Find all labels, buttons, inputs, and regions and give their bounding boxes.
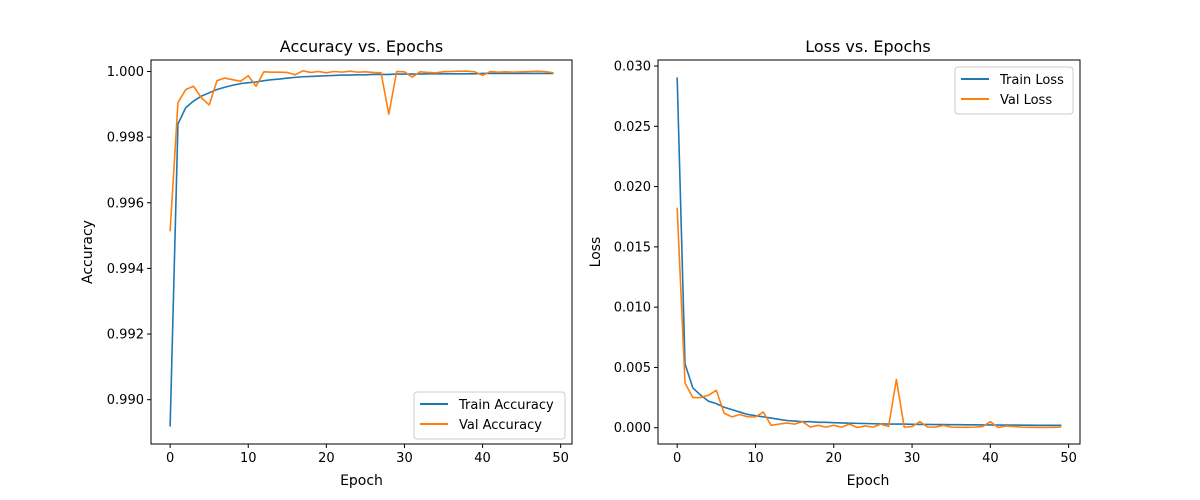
loss-y-tick-label: 0.025 xyxy=(614,120,651,135)
series-line-val-loss xyxy=(676,207,1062,429)
accuracy-legend-box xyxy=(413,391,566,440)
accuracy-y-tick-label: 0.990 xyxy=(107,393,144,408)
series-line-train-accuracy xyxy=(169,72,554,427)
loss-y-tick-label: 0.005 xyxy=(614,361,651,376)
legend-val-loss-label: Val Loss xyxy=(1000,93,1052,108)
loss-x-tick-label: 20 xyxy=(825,451,842,466)
accuracy-y-axis: 0.990 0.992 0.994 0.996 0.998 1.000 xyxy=(107,65,151,408)
loss-x-tick-label: 40 xyxy=(982,451,999,466)
accuracy-x-tick-label: 40 xyxy=(474,451,491,466)
accuracy-y-tick-label: 0.994 xyxy=(107,262,144,277)
legend-train-loss-label: Train Loss xyxy=(999,73,1064,88)
loss-legend: Train Loss Val Loss xyxy=(954,66,1074,115)
accuracy-y-tick-label: 0.996 xyxy=(107,196,144,211)
accuracy-y-tick-label: 0.998 xyxy=(107,131,144,146)
accuracy-legend: Train Accuracy Val Accuracy xyxy=(413,391,566,440)
accuracy-chart-frame xyxy=(150,59,573,445)
accuracy-chart-title: Accuracy vs. Epochs xyxy=(280,37,443,56)
accuracy-chart: Accuracy vs. Epochs 0 10 20 30 40 50 0.9900.9… xyxy=(80,37,573,489)
accuracy-x-axis: 0 10 20 30 40 50 xyxy=(166,444,569,466)
accuracy-x-axis-label: Epoch xyxy=(340,473,383,489)
legend-val-accuracy-label: Val Accuracy xyxy=(459,418,542,433)
loss-x-axis-label: Epoch xyxy=(847,473,890,489)
loss-x-tick-label: 10 xyxy=(747,451,764,466)
loss-y-tick-label: 0.020 xyxy=(614,180,651,195)
loss-y-tick-label: 0.030 xyxy=(614,60,651,75)
loss-chart: Loss vs. Epochs 0 10 20 30 40 50 0.0000.0050.… xyxy=(588,37,1081,489)
accuracy-x-tick-label: 0 xyxy=(166,451,174,466)
accuracy-x-tick-label: 20 xyxy=(318,451,335,466)
legend-train-accuracy-label: Train Accuracy xyxy=(458,398,554,413)
loss-x-tick-label: 30 xyxy=(904,451,921,466)
series-line-val-accuracy xyxy=(169,70,554,232)
loss-y-tick-label: 0.010 xyxy=(614,301,651,316)
loss-y-tick-label: 0.000 xyxy=(614,421,651,436)
accuracy-x-tick-label: 50 xyxy=(552,451,569,466)
loss-chart-frame xyxy=(657,59,1081,445)
series-line-train-loss xyxy=(676,77,1062,427)
accuracy-y-tick-label: 1.000 xyxy=(107,65,144,80)
accuracy-x-tick-label: 30 xyxy=(396,451,413,466)
loss-x-tick-label: 0 xyxy=(673,451,681,466)
loss-x-axis: 0 10 20 30 40 50 xyxy=(673,444,1077,466)
accuracy-y-axis-label: Accuracy xyxy=(80,220,96,284)
loss-chart-title: Loss vs. Epochs xyxy=(805,37,930,56)
loss-y-tick-label: 0.015 xyxy=(614,240,651,255)
accuracy-y-tick-label: 0.992 xyxy=(107,328,144,343)
accuracy-plot-area xyxy=(169,70,554,427)
loss-y-axis-label: Loss xyxy=(588,237,604,268)
loss-x-tick-label: 50 xyxy=(1060,451,1077,466)
accuracy-x-tick-label: 10 xyxy=(240,451,257,466)
loss-plot-area xyxy=(676,77,1062,429)
loss-y-axis: 0.000 0.005 0.010 0.015 0.020 0.025 0.030 xyxy=(614,60,658,436)
